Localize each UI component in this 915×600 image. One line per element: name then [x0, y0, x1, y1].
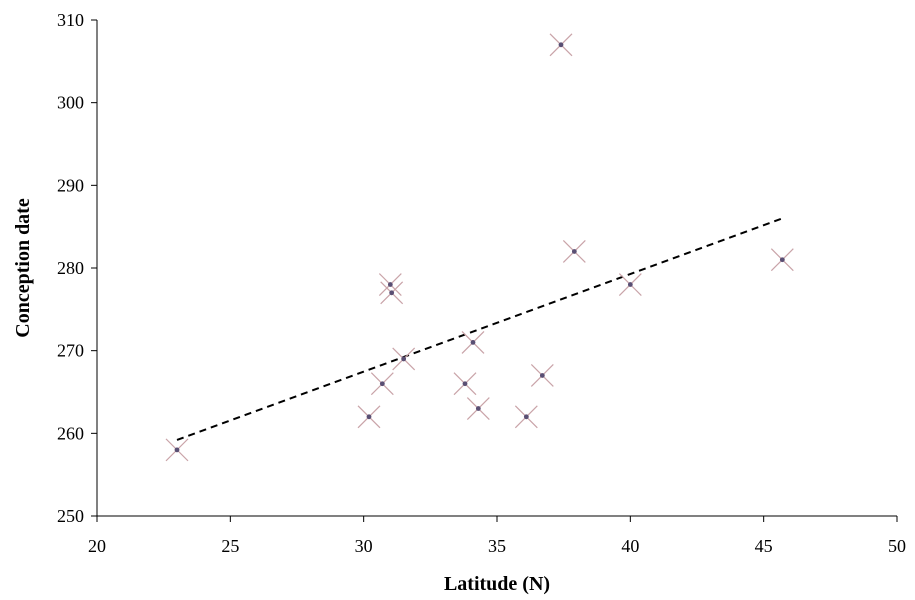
- point-dot: [627, 282, 633, 287]
- axes-layer: 250 260 270 280 290 300 310 20 25 30 35 40 45 50: [57, 10, 906, 556]
- point-dot: [539, 373, 545, 378]
- point-dot: [571, 249, 577, 254]
- point-dot: [523, 414, 529, 420]
- x-tick-label: 35: [488, 536, 506, 556]
- data-point: [618, 273, 642, 296]
- point-dot: [401, 356, 407, 362]
- data-point: [453, 372, 477, 396]
- y-tick-label: 280: [57, 258, 84, 278]
- point-dot: [379, 381, 385, 387]
- y-axis-title: Conception date: [12, 198, 34, 338]
- data-point: [392, 347, 416, 371]
- data-points-layer: [165, 33, 794, 462]
- point-dot: [779, 257, 785, 263]
- x-tick-label: 20: [88, 536, 106, 556]
- x-tick-label: 40: [621, 536, 639, 556]
- data-point: [378, 273, 402, 296]
- data-point: [380, 281, 404, 305]
- y-tick-label: 290: [57, 175, 84, 195]
- x-axis-title: Latitude (N): [444, 573, 550, 595]
- x-tick-label: 30: [355, 536, 373, 556]
- x-tick-label: 50: [888, 536, 906, 556]
- y-tick-label: 270: [57, 341, 84, 361]
- data-point: [514, 405, 538, 429]
- x-tick-label: 25: [221, 536, 239, 556]
- y-tick-label: 310: [57, 10, 84, 30]
- point-dot: [558, 42, 564, 48]
- data-point: [357, 405, 381, 429]
- data-point: [562, 240, 586, 263]
- point-dot: [389, 290, 395, 296]
- point-dot: [475, 406, 481, 411]
- point-dot: [174, 447, 180, 453]
- y-tick-label: 250: [57, 506, 84, 526]
- data-point: [165, 438, 189, 462]
- data-point: [466, 397, 490, 420]
- data-point: [461, 330, 485, 354]
- data-point: [549, 33, 573, 57]
- y-tick-label: 260: [57, 423, 84, 443]
- data-point: [770, 248, 794, 272]
- point-dot: [462, 381, 468, 387]
- point-dot: [470, 340, 476, 345]
- y-tick-label: 300: [57, 93, 84, 113]
- data-point: [530, 364, 554, 387]
- data-point: [370, 372, 394, 396]
- point-dot: [387, 282, 393, 287]
- point-dot: [366, 414, 372, 420]
- x-tick-label: 45: [755, 536, 773, 556]
